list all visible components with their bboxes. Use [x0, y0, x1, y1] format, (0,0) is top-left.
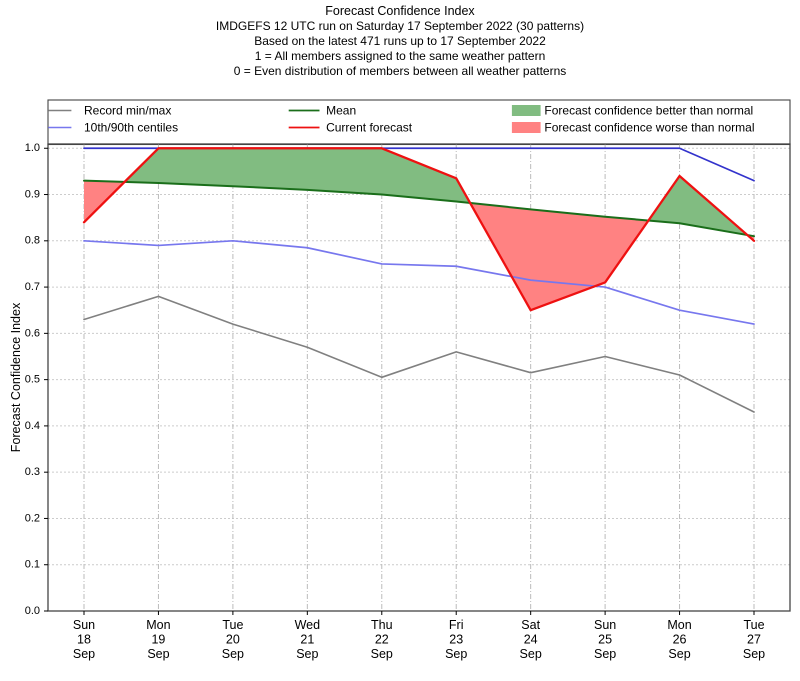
svg-text:0.7: 0.7	[25, 281, 40, 293]
svg-text:Forecast confidence worse than: Forecast confidence worse than normal	[544, 121, 754, 135]
svg-text:Forecast Confidence Index: Forecast Confidence Index	[9, 302, 23, 452]
svg-text:Tue: Tue	[743, 618, 764, 632]
svg-text:Sep: Sep	[520, 647, 542, 661]
svg-text:23: 23	[449, 633, 463, 647]
svg-text:Mon: Mon	[667, 618, 691, 632]
svg-text:Sep: Sep	[371, 647, 393, 661]
svg-text:Thu: Thu	[371, 618, 393, 632]
svg-text:Wed: Wed	[295, 618, 321, 632]
svg-text:Sun: Sun	[594, 618, 616, 632]
svg-text:27: 27	[747, 633, 761, 647]
svg-text:Sep: Sep	[147, 647, 169, 661]
svg-text:Tue: Tue	[222, 618, 243, 632]
svg-text:0.6: 0.6	[25, 327, 40, 339]
svg-text:IMDGEFS 12 UTC run on Saturday: IMDGEFS 12 UTC run on Saturday 17 Septem…	[216, 19, 584, 33]
svg-text:0.0: 0.0	[25, 605, 40, 617]
svg-text:Sun: Sun	[73, 618, 95, 632]
svg-text:Forecast Confidence Index: Forecast Confidence Index	[325, 4, 475, 18]
svg-text:19: 19	[151, 633, 165, 647]
svg-text:1 = All members assigned to th: 1 = All members assigned to the same wea…	[255, 49, 546, 63]
svg-text:0.2: 0.2	[25, 512, 40, 524]
svg-text:10th/90th centiles: 10th/90th centiles	[84, 121, 178, 135]
svg-text:Sat: Sat	[521, 618, 540, 632]
svg-text:Sep: Sep	[222, 647, 244, 661]
svg-text:Mean: Mean	[326, 104, 356, 118]
svg-text:21: 21	[300, 633, 314, 647]
svg-text:Record min/max: Record min/max	[84, 104, 171, 118]
svg-text:Fri: Fri	[449, 618, 464, 632]
svg-text:0.5: 0.5	[25, 374, 40, 386]
svg-text:0.4: 0.4	[25, 420, 40, 432]
svg-text:Sep: Sep	[668, 647, 690, 661]
svg-text:Sep: Sep	[73, 647, 95, 661]
svg-text:24: 24	[524, 633, 538, 647]
svg-text:26: 26	[673, 633, 687, 647]
svg-text:22: 22	[375, 633, 389, 647]
svg-text:0.3: 0.3	[25, 466, 40, 478]
svg-text:18: 18	[77, 633, 91, 647]
svg-text:Based on the latest 471 runs u: Based on the latest 471 runs up to 17 Se…	[254, 34, 546, 48]
svg-text:Sep: Sep	[296, 647, 318, 661]
svg-text:Forecast confidence better tha: Forecast confidence better than normal	[544, 104, 753, 118]
svg-text:1.0: 1.0	[25, 142, 40, 154]
svg-text:0.1: 0.1	[25, 559, 40, 571]
svg-text:0.8: 0.8	[25, 235, 40, 247]
svg-text:Mon: Mon	[146, 618, 170, 632]
svg-text:Sep: Sep	[594, 647, 616, 661]
svg-text:0 = Even distribution of membe: 0 = Even distribution of members between…	[234, 64, 567, 78]
svg-text:Sep: Sep	[445, 647, 467, 661]
svg-text:20: 20	[226, 633, 240, 647]
svg-text:25: 25	[598, 633, 612, 647]
svg-text:Current forecast: Current forecast	[326, 121, 413, 135]
svg-text:Sep: Sep	[743, 647, 765, 661]
svg-text:0.9: 0.9	[25, 188, 40, 200]
